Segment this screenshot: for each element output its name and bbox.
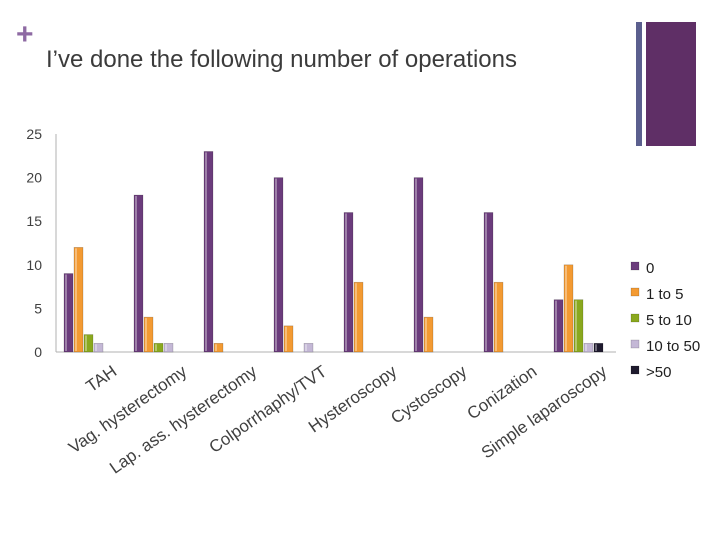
bar-simple-laparoscopy-series-1 [563,264,574,353]
bar-highlight [585,344,587,351]
bar-vag-hysterectomy-series-3 [163,342,174,353]
slide-title: I’ve done the following number of operat… [46,46,517,73]
decorative-block [646,22,696,146]
decorative-thin-bar [636,22,642,146]
bar-highlight [305,344,307,351]
bar-cystoscopy-series-0 [413,177,424,353]
bar-highlight [485,213,487,351]
bar-tah-series-2 [83,334,94,353]
bar-highlight [595,344,597,351]
bar-tah-series-1 [73,247,84,353]
bar-highlight [565,265,567,351]
bar-highlight [355,283,357,351]
bar-highlight [555,300,557,351]
bar-cystoscopy-series-1 [423,316,434,353]
bar-highlight [215,344,217,351]
bar-highlight [415,178,417,351]
bar-vag-hysterectomy-series-1 [143,316,154,353]
bar-conization-series-1 [493,281,504,353]
x-tick-label: Colporrhaphy/TVT [206,362,331,457]
y-tick-label: 20 [26,170,42,186]
bar-highlight [275,178,277,351]
bar-simple-laparoscopy-series-0 [553,299,564,353]
bar-colporrhaphy-tvt-series-0 [273,177,284,353]
bar-highlight [575,300,577,351]
bar-tah-series-0 [63,273,74,353]
legend-label: 10 to 50 [646,338,700,355]
title-plus-icon: + [16,18,34,51]
bar-highlight [495,283,497,351]
bar-tah-series-3 [93,342,104,353]
bar-colporrhaphy-tvt-series-3 [303,342,314,353]
legend-swatch [630,339,640,349]
bar-highlight [85,335,87,351]
bar-vag-hysterectomy-series-2 [153,342,164,353]
y-tick-label: 5 [34,300,42,316]
y-tick-label: 15 [26,213,42,229]
x-tick-label: Cystoscopy [387,361,470,427]
bar-highlight [205,152,207,351]
legend-label: 5 to 10 [646,312,692,329]
bar-colporrhaphy-tvt-series-1 [283,325,294,353]
bar-hysteroscopy-series-1 [353,281,364,353]
y-tick-label: 0 [34,344,42,360]
bar-simple-laparoscopy-series-2 [573,299,584,353]
y-tick-label: 10 [26,257,42,273]
bar-highlight [165,344,167,351]
bar-vag-hysterectomy-series-0 [133,194,144,353]
legend-label: 1 to 5 [646,286,684,303]
y-tick-label: 25 [26,126,42,142]
bar-highlight [145,318,147,351]
bar-highlight [345,213,347,351]
legend-swatch [630,313,640,323]
bar-highlight [285,326,287,351]
legend-swatch [630,287,640,297]
bar-simple-laparoscopy-series-4 [593,342,604,353]
bar-simple-laparoscopy-series-3 [583,342,594,353]
x-tick-label: Simple laparoscopy [478,361,611,462]
legend-swatch [630,261,640,271]
bar-lap-ass-hysterectomy-series-1 [213,342,224,353]
bar-conization-series-0 [483,212,494,353]
bar-hysteroscopy-series-0 [343,212,354,353]
bar-highlight [425,318,427,351]
legend-label: 0 [646,260,654,277]
bar-lap-ass-hysterectomy-series-0 [203,151,214,353]
legend-label: >50 [646,364,671,381]
bar-highlight [155,344,157,351]
bar-highlight [95,344,97,351]
x-tick-label: TAH [83,362,121,396]
bar-highlight [65,274,67,351]
bar-highlight [75,248,77,351]
x-tick-label: Vag. hysterectomy [65,361,191,457]
bar-highlight [135,196,137,351]
legend-swatch [630,365,640,375]
